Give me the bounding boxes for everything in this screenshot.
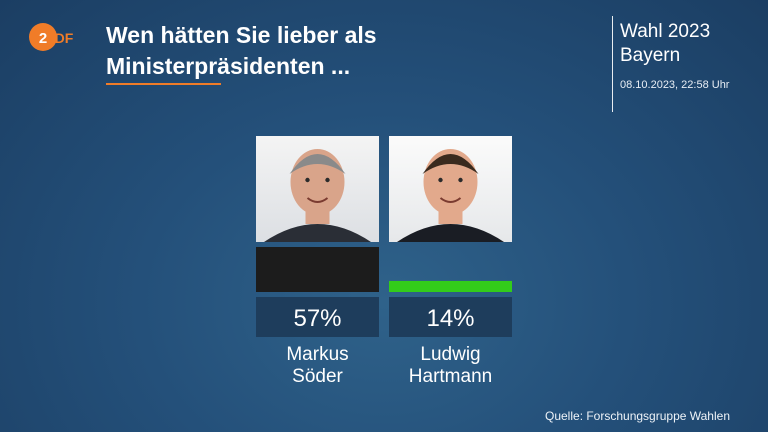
data-label-markus-s-der: 57%: [293, 305, 341, 332]
timestamp: 08.10.2023, 22:58 Uhr: [620, 79, 730, 91]
election-name: Wahl 2023: [620, 21, 711, 42]
election-info: Wahl 2023 Bayern 08.10.2023, 22:58 Uhr: [620, 20, 765, 92]
portrait-hair: [289, 154, 346, 174]
svg-text:2: 2: [39, 30, 47, 47]
category-label-ludwig-hartmann-2: Hartmann: [409, 366, 492, 387]
portrait-eye-left: [305, 177, 310, 183]
svg-text:DF: DF: [55, 30, 74, 46]
data-label-ludwig-hartmann: 14%: [426, 305, 474, 332]
election-region: Bayern: [620, 45, 681, 66]
headline-underline: [106, 83, 221, 85]
header-divider: [612, 16, 613, 112]
chart-question: Wen hätten Sie lieber als Ministerpräsid…: [106, 20, 576, 82]
category-label-ludwig-hartmann-1: Ludwig: [420, 344, 480, 365]
value-box-markus-s-der: [256, 297, 379, 337]
value-box-ludwig-hartmann: [389, 297, 512, 337]
portrait-mouth: [439, 197, 462, 203]
source-note: Quelle: Forschungsgruppe Wahlen: [545, 409, 730, 423]
portrait-shoulders: [264, 224, 371, 242]
question-line-1: Wen hätten Sie lieber als: [106, 22, 377, 48]
bar-markus-s-der: [256, 247, 379, 292]
zdf-logo: 2 DF: [29, 23, 74, 51]
portrait-mouth: [306, 197, 329, 203]
question-line-2: Ministerpräsidenten ...: [106, 53, 351, 79]
portrait-eye-right: [325, 177, 330, 183]
category-label-markus-s-der-1: Markus: [286, 344, 348, 365]
portrait-eye-right: [458, 177, 463, 183]
category-label-markus-s-der-2: Söder: [292, 366, 343, 387]
portrait-hair: [422, 154, 479, 174]
bar-ludwig-hartmann: [389, 280, 512, 292]
portrait-eye-left: [438, 177, 443, 183]
portrait-shoulders: [397, 224, 504, 242]
